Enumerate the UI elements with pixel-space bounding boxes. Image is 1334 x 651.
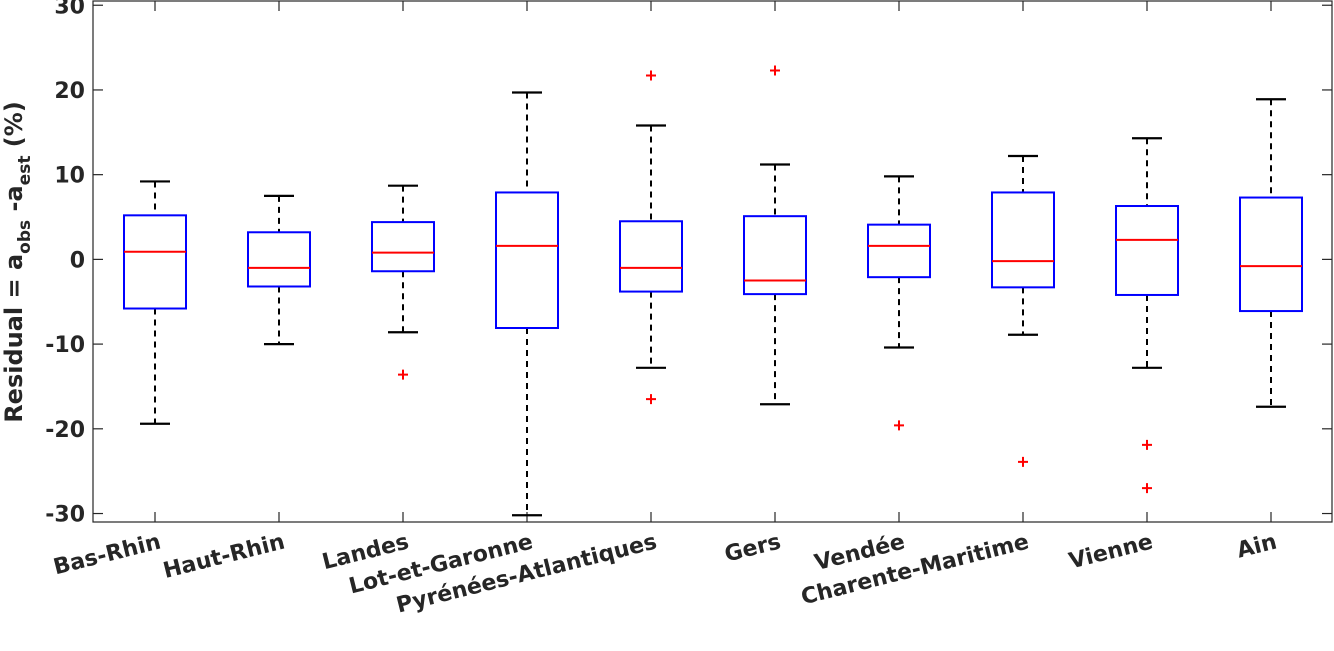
outlier-marker <box>1142 483 1152 494</box>
outlier-marker <box>646 70 656 81</box>
y-tick-label: 30 <box>54 0 85 19</box>
category-label: Gers <box>722 530 783 568</box>
axes-frame <box>92 0 1333 523</box>
box <box>247 231 311 288</box>
y-tick-label: 20 <box>54 79 85 104</box>
y-axis-label: Residual = aobs -aest (%) <box>0 101 35 423</box>
box <box>619 220 683 293</box>
category-label: Bas-Rhin <box>51 530 163 581</box>
y-axis-label-sub-est: est <box>15 156 35 186</box>
outlier-marker <box>894 420 904 431</box>
outlier-marker <box>1018 456 1028 467</box>
outlier-marker <box>398 369 408 380</box>
category-label: Ain <box>1234 530 1279 564</box>
y-tick-label: -10 <box>45 333 85 358</box>
y-tick-label: 0 <box>70 248 85 273</box>
box <box>123 214 187 310</box>
y-axis-label-end: (%) <box>0 101 28 155</box>
outlier-marker <box>646 394 656 405</box>
box <box>867 223 931 279</box>
box <box>743 215 807 296</box>
y-tick-label: -30 <box>45 503 85 528</box>
category-label: Vienne <box>1067 530 1156 575</box>
outlier-marker <box>770 65 780 76</box>
y-axis-label-main: Residual = a <box>0 254 28 423</box>
box <box>495 191 559 330</box>
y-axis-label-mid: -a <box>0 185 28 220</box>
outlier-marker <box>1142 439 1152 450</box>
y-axis-label-sub-obs: obs <box>15 220 35 254</box>
y-tick-label: -20 <box>45 418 85 443</box>
box <box>991 191 1055 289</box>
category-label: Haut-Rhin <box>161 530 288 584</box>
box <box>371 221 435 273</box>
box <box>1115 205 1179 296</box>
box <box>1239 196 1303 313</box>
y-tick-label: 10 <box>54 164 85 189</box>
